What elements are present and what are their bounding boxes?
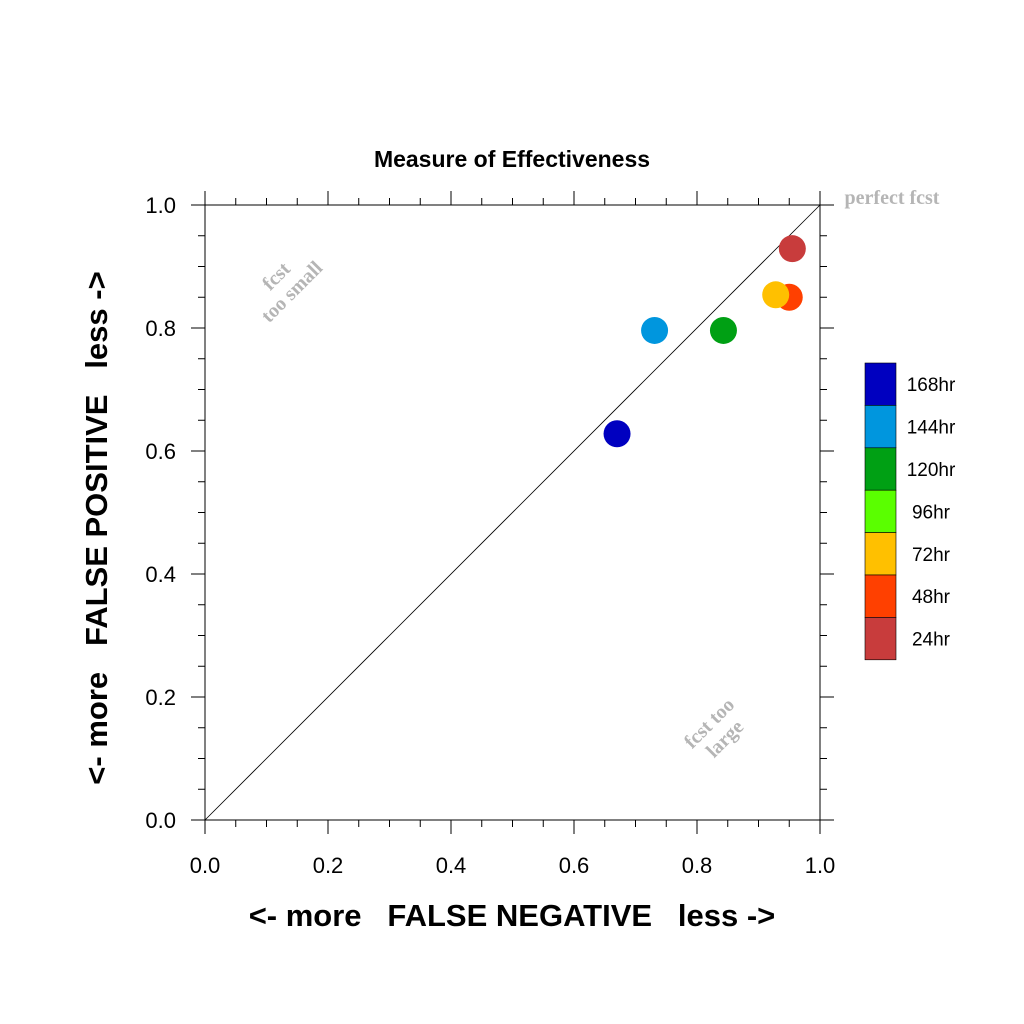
y-tick-label: 0.2 xyxy=(145,685,176,710)
legend-swatch-144hr xyxy=(864,405,897,449)
legend-swatch-24hr xyxy=(864,617,897,661)
legend-label-96hr: 96hr xyxy=(912,502,951,523)
y-tick-labels: 0.0 0.2 0.4 0.6 0.8 1.0 xyxy=(145,193,176,833)
legend-swatch-120hr xyxy=(864,447,897,491)
legend-swatch-168hr xyxy=(864,362,897,406)
annotation-fcst-too-small-line2: too small xyxy=(257,257,327,327)
legend-swatch-48hr xyxy=(864,574,897,618)
chart-title: Measure of Effectiveness xyxy=(374,146,650,172)
annotation-fcst-too-small: fcst too small xyxy=(257,257,327,327)
legend-label-24hr: 24hr xyxy=(912,630,951,651)
x-tick-label: 0.4 xyxy=(436,853,467,878)
legend-label-144hr: 144hr xyxy=(907,418,956,439)
annotation-perfect-fcst: perfect fcst xyxy=(845,187,940,209)
point-24hr xyxy=(778,235,806,263)
point-144hr xyxy=(641,316,669,344)
point-120hr xyxy=(709,316,737,344)
legend-swatch-72hr xyxy=(864,532,897,576)
diagonal-line xyxy=(204,204,821,821)
point-72hr xyxy=(762,281,790,309)
point-168hr xyxy=(603,420,631,448)
legend-label-120hr: 120hr xyxy=(907,460,956,481)
y-tick-label: 0.8 xyxy=(145,316,176,341)
x-tick-label: 0.0 xyxy=(190,853,221,878)
data-points xyxy=(603,235,806,448)
x-tick-label: 0.6 xyxy=(559,853,590,878)
legend-label-72hr: 72hr xyxy=(912,545,951,566)
x-tick-label: 0.8 xyxy=(682,853,713,878)
legend-label-168hr: 168hr xyxy=(907,375,956,396)
y-axis-label: <- more FALSE POSITIVE less -> xyxy=(79,271,114,784)
y-tick-label: 0.4 xyxy=(145,562,176,587)
legend-label-48hr: 48hr xyxy=(912,587,951,608)
y-tick-label: 1.0 xyxy=(145,193,176,218)
axis-ticks xyxy=(191,191,834,834)
annotation-fcst-too-large: fcst too large xyxy=(680,694,748,762)
x-axis-label: <- more FALSE NEGATIVE less -> xyxy=(249,898,776,933)
legend: 168hr 144hr 120hr 96hr 72hr 48hr 24hr xyxy=(864,362,956,661)
y-tick-label: 0.0 xyxy=(145,808,176,833)
x-tick-label: 1.0 xyxy=(805,853,836,878)
y-tick-label: 0.6 xyxy=(145,439,176,464)
legend-swatch-96hr xyxy=(864,489,897,533)
x-tick-labels: 0.0 0.2 0.4 0.6 0.8 1.0 xyxy=(190,853,836,878)
x-tick-label: 0.2 xyxy=(313,853,344,878)
